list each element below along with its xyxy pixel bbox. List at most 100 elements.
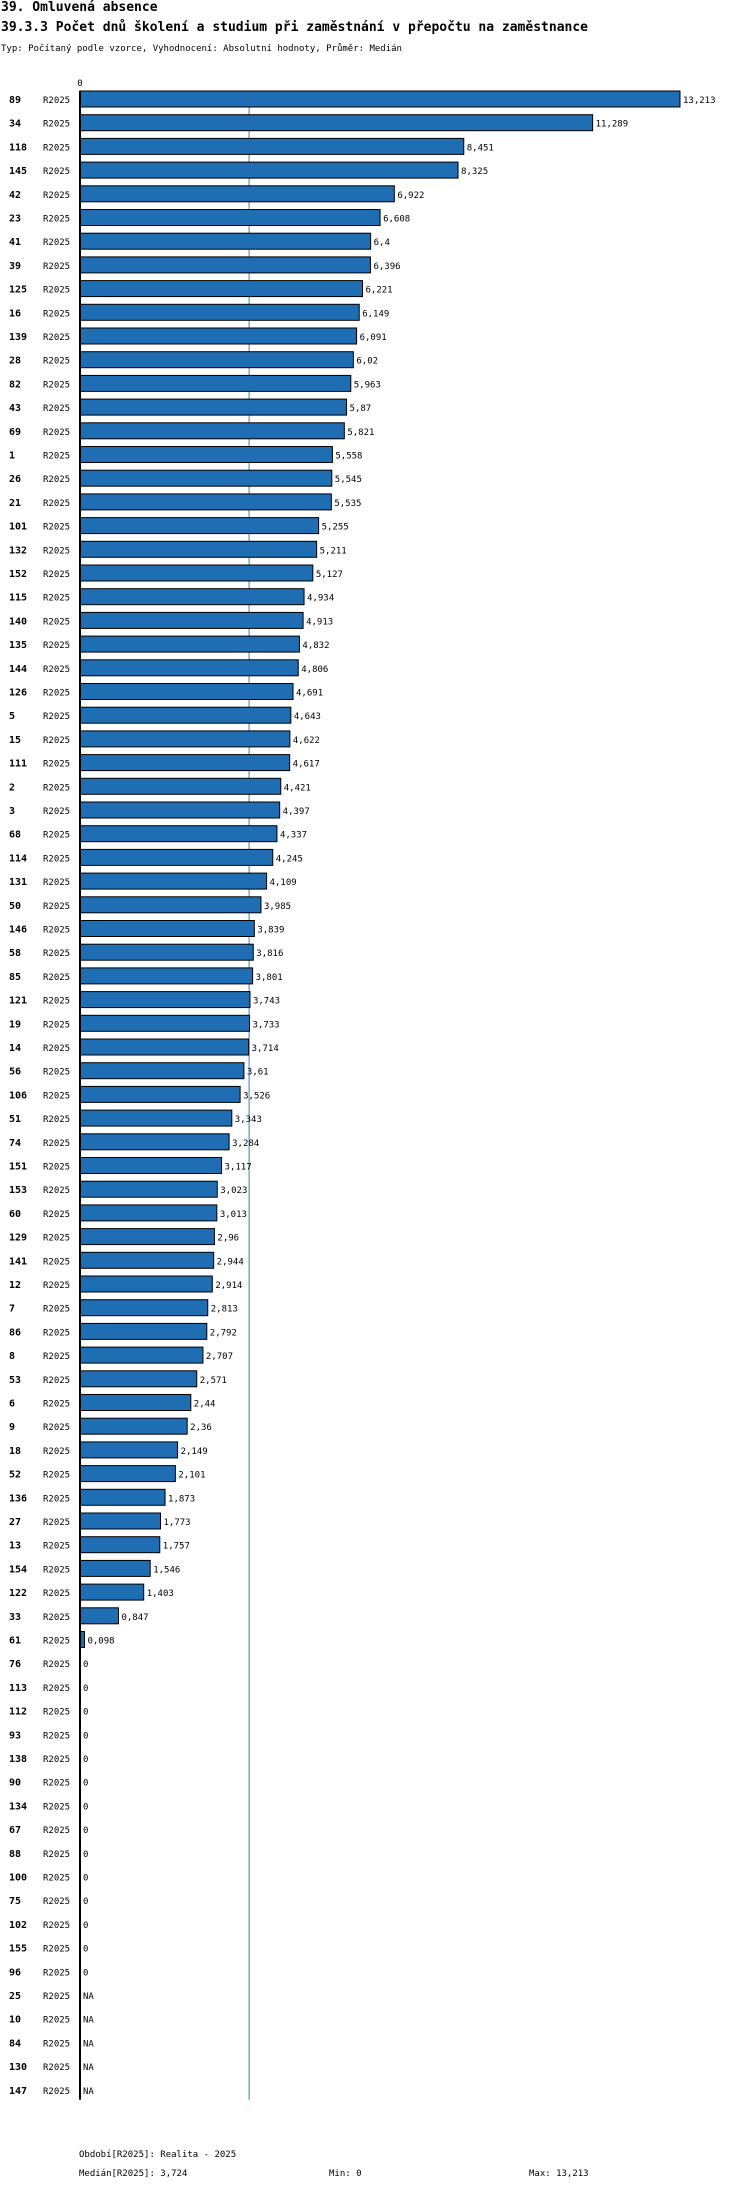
- bar-value-label: 3,714: [252, 1044, 279, 1054]
- bar-value-label: NA: [83, 2063, 94, 2073]
- bar-value-label: 2,101: [178, 1471, 205, 1481]
- bar: [79, 446, 333, 463]
- bar-value-label: 5,535: [334, 499, 361, 509]
- bar-value-label: 11,289: [596, 120, 629, 130]
- row-id-label: 89: [9, 95, 21, 106]
- bar-value-label: 0: [83, 1850, 88, 1860]
- bar-value-label: 4,337: [280, 831, 307, 841]
- row-id-label: 93: [9, 1730, 21, 1741]
- row-id-label: 102: [9, 1920, 27, 1931]
- bar-value-label: 2,914: [215, 1281, 242, 1291]
- bar-value-label: 2,707: [206, 1352, 233, 1362]
- row-id-label: 138: [9, 1754, 27, 1765]
- bar-value-label: 3,839: [257, 926, 284, 936]
- bar: [79, 493, 332, 511]
- row-series-label: R2025: [43, 2039, 70, 2049]
- row-id-label: 88: [9, 1849, 21, 1860]
- bar-value-label: 3,013: [220, 1210, 247, 1220]
- bar-value-label: 3,117: [225, 1163, 252, 1173]
- bar-value-label: 0: [83, 1660, 88, 1670]
- row-series-label: R2025: [43, 665, 70, 675]
- row-id-label: 152: [9, 569, 27, 580]
- bar: [79, 1109, 233, 1127]
- bar-value-label: 3,526: [243, 1091, 270, 1101]
- bar: [79, 517, 320, 535]
- row-id-label: 126: [9, 688, 27, 699]
- row-series-label: R2025: [43, 215, 70, 225]
- bar: [79, 256, 371, 274]
- row-id-label: 10: [9, 2015, 21, 2026]
- bar-value-label: 0: [83, 1874, 88, 1884]
- row-series-label: R2025: [43, 949, 70, 959]
- bar-value-label: 2,944: [217, 1257, 244, 1267]
- row-id-label: 18: [9, 1446, 21, 1457]
- row-series-label: R2025: [43, 1020, 70, 1030]
- row-series-label: R2025: [43, 712, 70, 722]
- bar-value-label: 3,985: [264, 902, 291, 912]
- bar: [79, 1133, 230, 1151]
- row-id-label: 2: [9, 782, 15, 793]
- row-series-label: R2025: [43, 1992, 70, 2002]
- row-id-label: 26: [9, 474, 21, 485]
- row-series-label: R2025: [43, 404, 70, 414]
- row-id-label: 58: [9, 948, 21, 959]
- row-id-label: 42: [9, 190, 21, 201]
- bar: [79, 137, 465, 155]
- row-id-label: 155: [9, 1944, 27, 1955]
- row-series-label: R2025: [43, 1494, 70, 1504]
- bar: [79, 1204, 218, 1222]
- row-series-label: R2025: [43, 1660, 70, 1670]
- row-id-label: 121: [9, 996, 27, 1007]
- row-series-label: R2025: [43, 760, 70, 770]
- bar-value-label: 1,873: [168, 1494, 195, 1504]
- row-id-label: 5: [9, 711, 15, 722]
- row-id-label: 12: [9, 1280, 21, 1291]
- bar-value-label: 4,245: [276, 854, 303, 864]
- row-series-label: R2025: [43, 831, 70, 841]
- bar-value-label: 2,813: [211, 1305, 238, 1315]
- bar: [79, 398, 348, 416]
- bar-value-label: 4,622: [293, 736, 320, 746]
- bar: [79, 588, 305, 606]
- row-series-label: R2025: [43, 1945, 70, 1955]
- row-series-label: R2025: [43, 167, 70, 177]
- row-id-label: 122: [9, 1588, 27, 1599]
- row-series-label: R2025: [43, 1755, 70, 1765]
- row-series-label: R2025: [43, 1376, 70, 1386]
- row-series-label: R2025: [43, 973, 70, 983]
- row-series-label: R2025: [43, 1234, 70, 1244]
- bar: [79, 1583, 145, 1601]
- bar: [79, 1488, 166, 1506]
- bar: [79, 1251, 215, 1269]
- bar-value-label: 0: [83, 1921, 88, 1931]
- row-series-label: R2025: [43, 380, 70, 390]
- row-series-label: R2025: [43, 1091, 70, 1101]
- row-series-label: R2025: [43, 333, 70, 343]
- row-series-label: R2025: [43, 357, 70, 367]
- bar: [79, 422, 345, 440]
- bar-value-label: 2,571: [200, 1376, 227, 1386]
- row-series-label: R2025: [43, 1044, 70, 1054]
- row-series-label: R2025: [43, 1471, 70, 1481]
- row-id-label: 90: [9, 1778, 21, 1789]
- bar: [79, 1275, 213, 1293]
- row-id-label: 61: [9, 1636, 21, 1647]
- row-series-label: R2025: [43, 1779, 70, 1789]
- bar: [79, 1038, 250, 1056]
- bar-value-label: 6,396: [373, 262, 400, 272]
- bar: [79, 374, 352, 392]
- bar: [79, 1346, 204, 1364]
- bar: [79, 90, 681, 108]
- row-series-label: R2025: [43, 1802, 70, 1812]
- row-series-label: R2025: [43, 1897, 70, 1907]
- bar: [79, 754, 291, 772]
- row-id-label: 112: [9, 1707, 27, 1718]
- bar-value-label: 0: [83, 1731, 88, 1741]
- row-id-label: 69: [9, 427, 21, 438]
- bar: [79, 1299, 209, 1317]
- row-id-label: 28: [9, 356, 21, 367]
- row-id-label: 132: [9, 545, 27, 556]
- row-id-label: 3: [9, 806, 15, 817]
- bar: [79, 1180, 218, 1198]
- bar-value-label: 1,546: [153, 1565, 180, 1575]
